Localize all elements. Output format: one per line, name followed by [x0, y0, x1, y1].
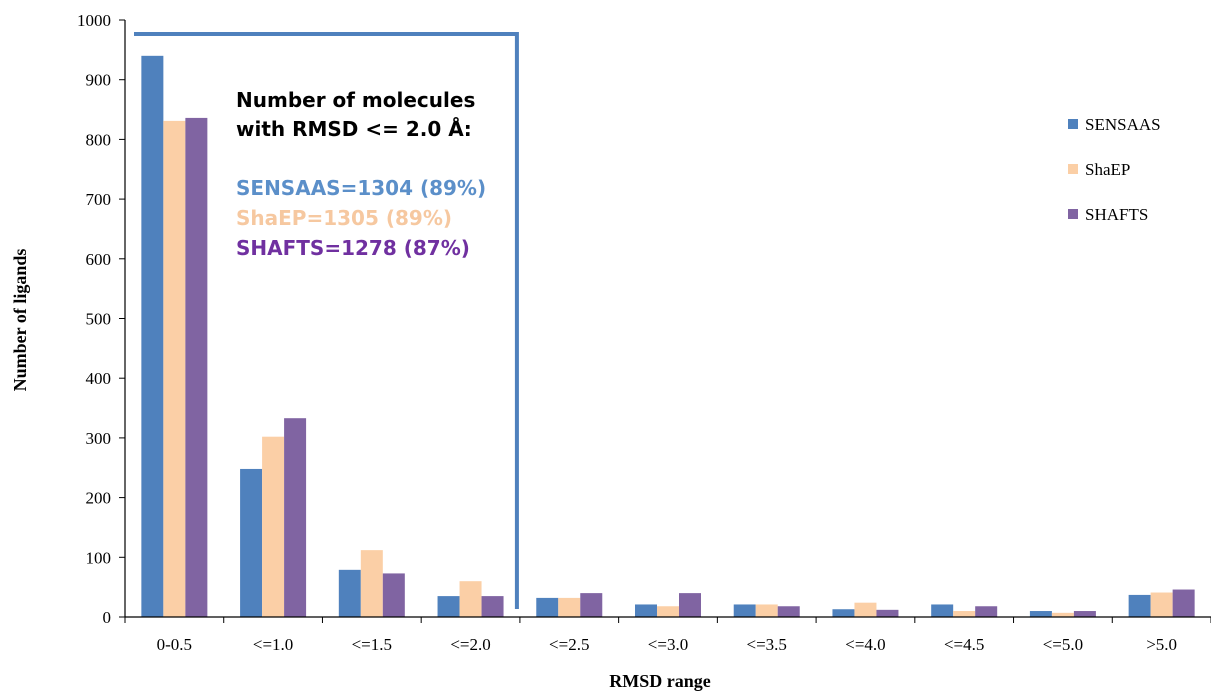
bar-sensaas-9 — [1029, 611, 1052, 617]
annotation-line-1: Number of molecules — [236, 88, 475, 112]
bar-sensaas-7 — [832, 609, 855, 617]
y-tick-label: 100 — [86, 548, 112, 567]
x-tick-label: <=2.0 — [450, 635, 490, 654]
legend: SENSAAS ShaEP SHAFTS — [1068, 115, 1161, 224]
legend-label-shafts: SHAFTS — [1085, 205, 1148, 224]
bar-shafts-7 — [876, 609, 899, 617]
x-tick-label: >5.0 — [1146, 635, 1177, 654]
bar-shafts-10 — [1172, 589, 1195, 617]
bar-shaep-3 — [459, 581, 482, 617]
bar-shaep-8 — [953, 611, 976, 617]
y-tick-label: 0 — [103, 608, 112, 627]
bar-sensaas-4 — [536, 597, 559, 617]
bar-shaep-1 — [262, 436, 285, 617]
annotation-stat-shafts: SHAFTS=1278 (87%) — [236, 236, 470, 260]
bar-shaep-5 — [657, 606, 679, 617]
axes — [124, 20, 1211, 618]
x-tick-label: <=3.5 — [747, 635, 787, 654]
bar-sensaas-10 — [1128, 594, 1151, 617]
y-tick-label: 800 — [86, 130, 112, 149]
bar-shaep-0 — [163, 120, 186, 617]
x-axis-title: RMSD range — [609, 671, 711, 691]
bar-sensaas-3 — [437, 596, 460, 617]
bar-shaep-6 — [755, 604, 778, 617]
y-axis-ticks: 0 100 200 300 400 500 600 700 800 900 1000 — [77, 11, 125, 627]
bar-shafts-0 — [185, 117, 208, 618]
y-tick-label: 700 — [86, 190, 112, 209]
legend-swatch-sensaas — [1068, 119, 1078, 129]
bar-sensaas-2 — [338, 569, 361, 617]
bar-shaep-7 — [854, 602, 877, 617]
legend-label-shaep: ShaEP — [1085, 160, 1130, 179]
bar-shaep-2 — [360, 550, 383, 617]
bar-sensaas-5 — [635, 604, 657, 617]
y-tick-label: 400 — [86, 369, 112, 388]
bar-shaep-4 — [558, 597, 581, 617]
bar-shafts-4 — [580, 593, 603, 617]
bar-sensaas-1 — [240, 468, 263, 617]
bars — [141, 55, 1195, 618]
bar-sensaas-0 — [141, 55, 164, 617]
bar-shafts-3 — [481, 596, 504, 617]
bar-shafts-6 — [777, 606, 800, 617]
y-tick-label: 500 — [86, 310, 112, 329]
bar-sensaas-8 — [931, 604, 954, 617]
annotation-stat-sensaas: SENSAAS=1304 (89%) — [236, 176, 486, 200]
x-tick-label: <=3.0 — [648, 635, 688, 654]
x-tick-label: 0-0.5 — [157, 635, 192, 654]
x-tick-label: <=4.5 — [944, 635, 984, 654]
highlight-bracket — [134, 32, 519, 609]
x-tick-label: <=5.0 — [1043, 635, 1083, 654]
annotation-stat-shaep: ShaEP=1305 (89%) — [236, 206, 452, 230]
bar-shafts-9 — [1073, 611, 1096, 617]
x-tick-label: <=1.0 — [253, 635, 293, 654]
legend-swatch-shafts — [1068, 209, 1078, 219]
bar-shafts-5 — [679, 593, 701, 617]
y-tick-label: 300 — [86, 429, 112, 448]
y-tick-label: 600 — [86, 250, 112, 269]
bar-shaep-10 — [1150, 592, 1173, 617]
x-tick-label: <=1.5 — [352, 635, 392, 654]
y-tick-label: 900 — [86, 71, 112, 90]
x-axis-ticks: 0-0.5 <=1.0 <=1.5 <=2.0 <=2.5 <=3.0 <=3.5 <=4.0… — [124, 617, 1211, 654]
bar-shafts-8 — [975, 606, 998, 617]
x-tick-label: <=4.0 — [845, 635, 885, 654]
y-axis-title: Number of ligands — [10, 249, 30, 392]
bar-shafts-1 — [284, 418, 307, 617]
annotation-line-2: with RMSD <= 2.0 Å: — [236, 117, 472, 141]
bar-sensaas-6 — [733, 604, 756, 617]
bar-shaep-9 — [1051, 612, 1074, 617]
legend-swatch-shaep — [1068, 164, 1078, 174]
y-tick-label: 1000 — [77, 11, 111, 30]
x-tick-label: <=2.5 — [549, 635, 589, 654]
annotation-box: Number of molecules with RMSD <= 2.0 Å: … — [236, 88, 486, 260]
y-tick-label: 200 — [86, 489, 112, 508]
bracket-line — [134, 32, 519, 609]
bar-shafts-2 — [382, 573, 405, 617]
legend-label-sensaas: SENSAAS — [1085, 115, 1161, 134]
